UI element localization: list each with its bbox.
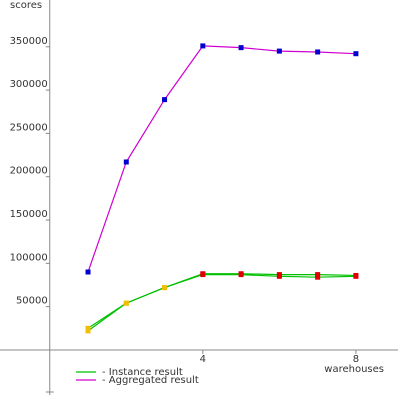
marker	[85, 269, 91, 275]
marker	[123, 300, 129, 306]
marker	[353, 51, 359, 57]
y-tick-label: 300000	[10, 79, 48, 90]
marker	[276, 273, 282, 279]
marker	[200, 43, 206, 49]
marker	[123, 159, 129, 165]
series-line	[87, 273, 356, 329]
marker	[315, 274, 321, 280]
marker	[238, 45, 244, 51]
y-tick-label: 150000	[10, 209, 48, 220]
marker	[162, 285, 168, 291]
y-tick-label: 50000	[16, 296, 48, 307]
x-tick-label: 4	[200, 354, 206, 365]
marker	[85, 325, 91, 331]
marker	[276, 48, 282, 54]
y-tick-label: 100000	[10, 252, 48, 263]
y-tick-label: 350000	[10, 36, 48, 47]
legend-label: - Instance result	[102, 367, 183, 378]
x-axis-label: warehouses	[324, 364, 384, 375]
y-tick-label: 250000	[10, 122, 48, 133]
marker	[315, 49, 321, 55]
legend-label: - Aggregated result	[102, 375, 199, 386]
y-tick-label: 200000	[10, 166, 48, 177]
marker	[162, 97, 168, 103]
x-tick-label: 8	[353, 354, 359, 365]
marker	[200, 272, 206, 278]
y-axis-label: scores	[10, 0, 42, 11]
series-line	[87, 45, 356, 273]
marker	[85, 328, 91, 334]
marker	[238, 272, 244, 278]
marker	[353, 273, 359, 279]
marker	[315, 272, 321, 278]
